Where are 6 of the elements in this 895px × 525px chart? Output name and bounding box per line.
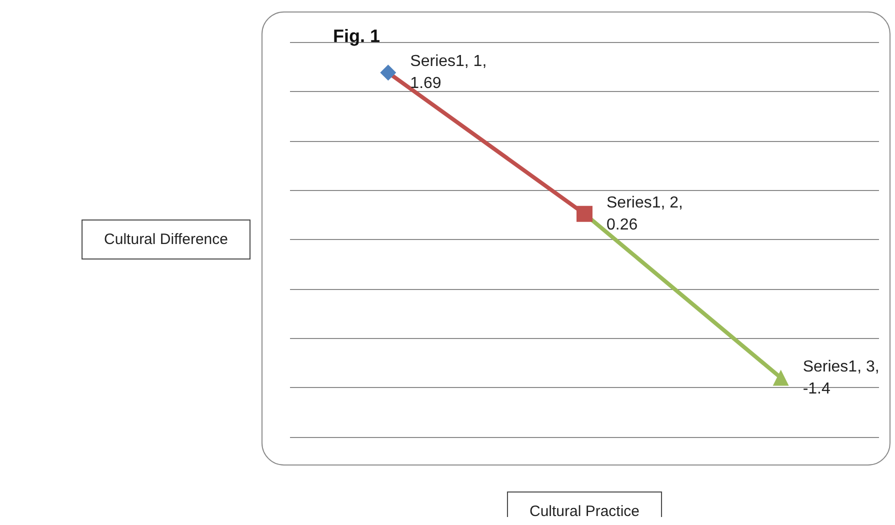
x-axis-title: Cultural Practice xyxy=(529,503,640,520)
y-axis-title: Cultural Difference xyxy=(104,231,228,248)
data-label: Series1, 3, -1.4 xyxy=(802,358,884,398)
data-label: Series1, 1, 1.69 xyxy=(410,53,492,92)
chart-title: Fig. 1 xyxy=(333,26,380,46)
data-label: Series1, 2, 0.26 xyxy=(606,194,688,234)
